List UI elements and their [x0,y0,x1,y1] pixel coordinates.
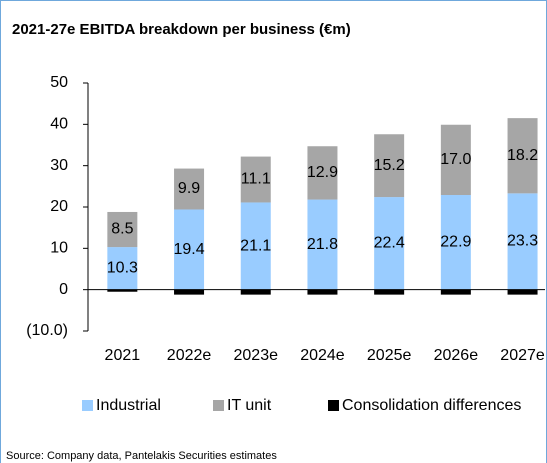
bar-segment [107,247,138,290]
footnote: Source: Company data, Pantelakis Securit… [6,450,277,462]
legend-swatch [82,400,93,411]
y-tick-label: 40 [50,116,68,133]
bar-segment [507,118,538,194]
x-tick-label: 2022e [167,347,212,364]
bar-segment [307,146,338,200]
data-label: 8.5 [111,221,133,238]
data-label: 18.2 [507,147,538,164]
x-tick-label: 2025e [367,347,412,364]
legend-swatch [213,400,224,411]
bar-segment [240,202,271,290]
data-label: 12.9 [307,164,338,181]
data-label: 10.3 [107,260,138,277]
legend-label: Consolidation differences [342,397,521,414]
bar-segment [307,289,338,295]
bar-segment [174,289,205,295]
y-tick-label: 50 [50,74,68,91]
data-label: 23.3 [507,233,538,250]
data-label: 22.4 [374,235,405,252]
legend-label: Industrial [96,397,161,414]
chart-title: 2021-27e EBITDA breakdown per business (… [12,21,351,38]
bar-segment [240,156,271,203]
bar-segment [440,289,471,295]
bar-segment [174,209,205,290]
y-tick-label: 30 [50,157,68,174]
y-tick-label: 20 [50,198,68,215]
x-tick-label: 2023e [234,347,279,364]
bar-segment [440,124,471,196]
bar-segment [174,168,205,210]
bar-segment [507,289,538,295]
data-label: 21.8 [307,236,338,253]
bar-segment [374,197,405,290]
data-label: 11.1 [241,171,271,188]
bar-segment [107,289,138,292]
bar-segment [107,211,138,248]
x-tick-label: 2027e [500,347,545,364]
legend-label: IT unit [227,397,272,414]
bar-segment [440,195,471,290]
data-label: 21.1 [240,237,271,254]
data-label: 19.4 [173,241,204,258]
bar-segment [507,193,538,290]
legend-swatch [328,400,339,411]
x-tick-label: 2024e [300,347,345,364]
bar-segment [374,289,405,295]
x-tick-label: 2021 [105,347,141,364]
y-tick-label: (10.0) [26,322,68,339]
data-label: 9.9 [178,180,200,197]
data-label: 15.2 [374,157,405,174]
y-tick-label: 0 [59,281,68,298]
bar-segment [374,134,405,198]
data-label: 17.0 [440,151,471,168]
bar-segment [240,289,271,295]
bar-segment [307,199,338,290]
x-tick-label: 2026e [434,347,479,364]
y-tick-label: 10 [50,240,68,257]
data-label: 22.9 [440,234,471,251]
